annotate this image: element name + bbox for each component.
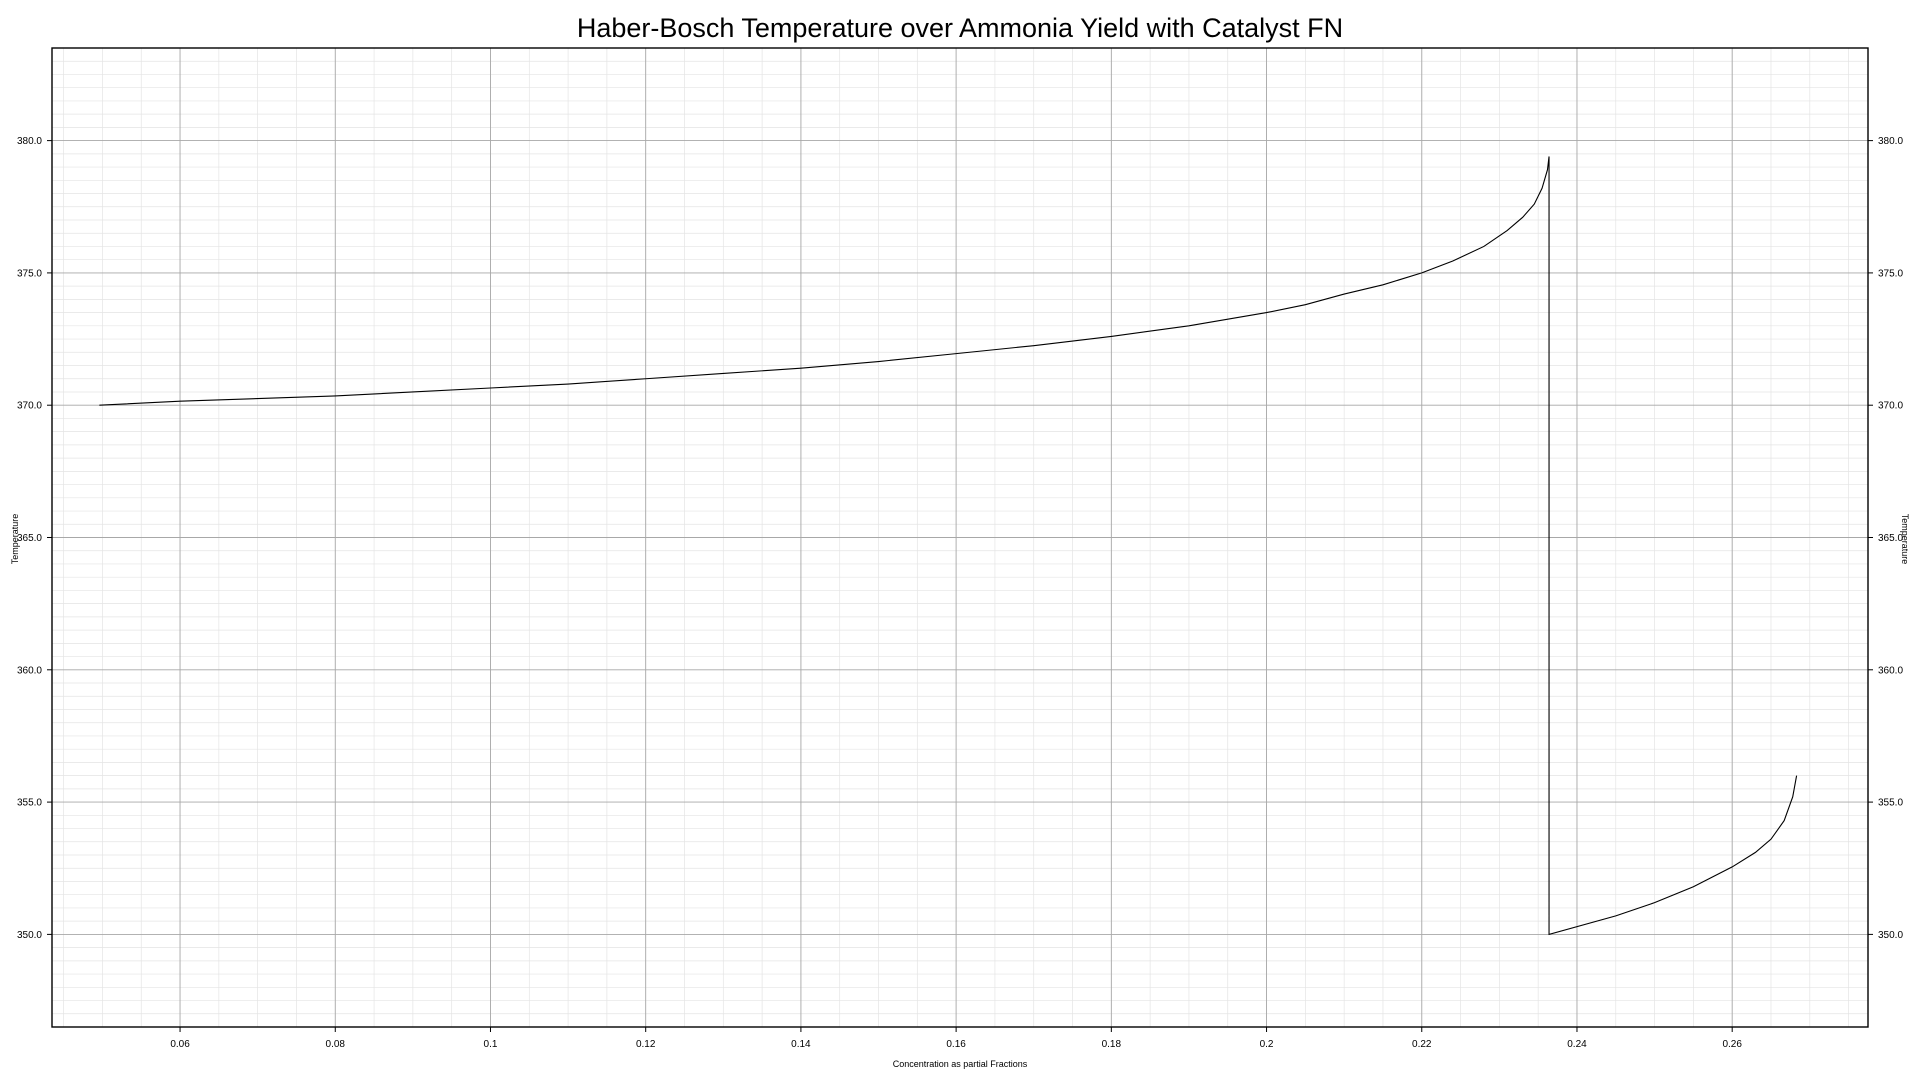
- y-tick-label-right: 350.0: [1878, 930, 1903, 941]
- chart-title: Haber-Bosch Temperature over Ammonia Yie…: [577, 13, 1343, 43]
- x-tick-label: 0.06: [170, 1039, 190, 1050]
- y-tick-label-right: 360.0: [1878, 665, 1903, 676]
- y-tick-label-left: 350.0: [17, 930, 42, 941]
- y-axis-right-ticks: 350.0 355.0 360.0 365.0 370.0 375.0 380.0: [1868, 136, 1903, 941]
- y-axis-left-ticks: 350.0 355.0 360.0 365.0 370.0 375.0 380.0: [17, 136, 52, 941]
- y-tick-label-right: 365.0: [1878, 533, 1903, 544]
- y-tick-label-right: 370.0: [1878, 401, 1903, 412]
- x-axis-label: Concentration as partial Fractions: [893, 1059, 1028, 1069]
- y-tick-label-right: 375.0: [1878, 268, 1903, 279]
- y-tick-label-right: 380.0: [1878, 136, 1903, 147]
- y-tick-label-left: 370.0: [17, 401, 42, 412]
- x-tick-label: 0.16: [946, 1039, 966, 1050]
- x-tick-label: 0.08: [326, 1039, 346, 1050]
- y-tick-label-right: 355.0: [1878, 798, 1903, 809]
- x-tick-label: 0.24: [1567, 1039, 1587, 1050]
- y-tick-label-left: 360.0: [17, 665, 42, 676]
- x-tick-label: 0.14: [791, 1039, 811, 1050]
- y-axis-label-left: Temperature: [10, 514, 20, 565]
- y-tick-label-left: 380.0: [17, 136, 42, 147]
- y-tick-label-left: 375.0: [17, 268, 42, 279]
- x-tick-label: 0.1: [484, 1039, 498, 1050]
- x-tick-label: 0.12: [636, 1039, 656, 1050]
- x-tick-label: 0.22: [1412, 1039, 1432, 1050]
- series-line: [99, 156, 1798, 936]
- x-tick-label: 0.26: [1722, 1039, 1742, 1050]
- x-tick-label: 0.2: [1260, 1039, 1274, 1050]
- x-tick-label: 0.18: [1102, 1039, 1122, 1050]
- x-axis-ticks: 0.06 0.08 0.1 0.12 0.14 0.16 0.18 0.2 0.22 0.24 0.…: [170, 1027, 1742, 1050]
- y-tick-label-left: 355.0: [17, 798, 42, 809]
- y-tick-label-left: 365.0: [17, 533, 42, 544]
- major-grid: [52, 48, 1868, 1027]
- y-axis-label-right: Temperature: [1900, 514, 1910, 565]
